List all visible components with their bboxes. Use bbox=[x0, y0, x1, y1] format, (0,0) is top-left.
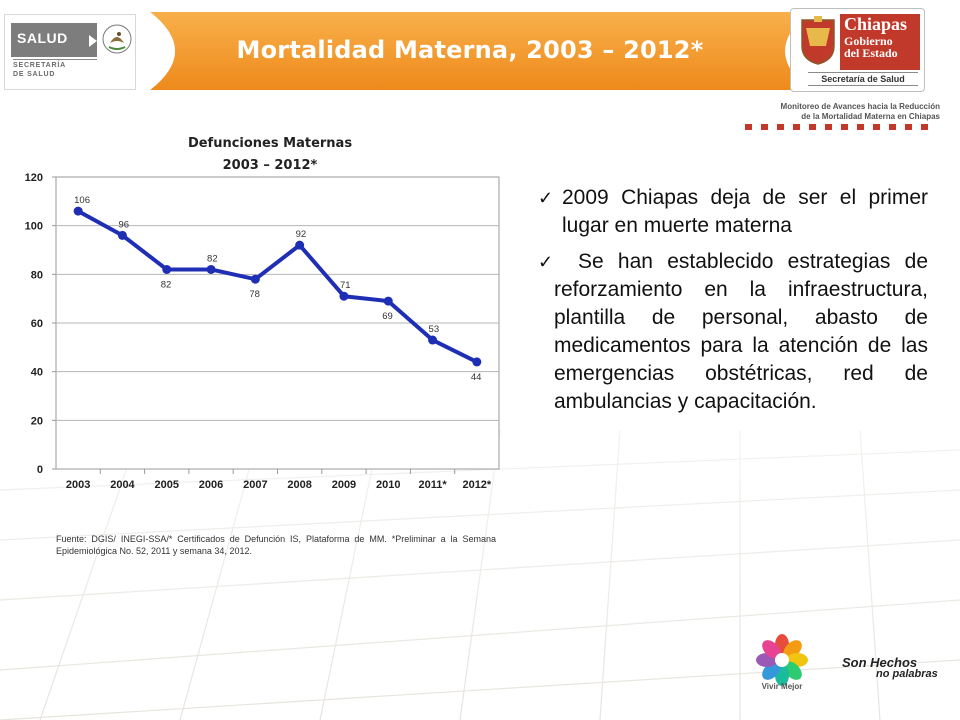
mexico-eagle-icon bbox=[102, 24, 132, 54]
data-label: 71 bbox=[340, 280, 351, 291]
salud-arrow-icon bbox=[89, 35, 97, 47]
check-icon: ✓ bbox=[538, 252, 554, 272]
data-point bbox=[250, 274, 260, 284]
chiapas-estado-line: del Estado bbox=[844, 46, 898, 60]
data-label: 106 bbox=[74, 195, 90, 206]
data-label: 92 bbox=[296, 229, 307, 240]
chart-title: Defunciones Maternas 2003 – 2012* bbox=[140, 133, 400, 177]
source-note: Fuente: DGIS/ INEGI-SSA/* Certificados d… bbox=[56, 534, 496, 556]
data-label: 44 bbox=[471, 372, 482, 383]
x-tick-label: 2006 bbox=[199, 479, 223, 491]
salud-logo-word: SALUD bbox=[17, 30, 68, 46]
x-tick-label: 2012* bbox=[462, 479, 491, 491]
bullet-item-1: ✓ 2009 Chiapas deja de ser el primer lug… bbox=[538, 184, 928, 240]
salud-logo: SALUD SECRETARÍA DE SALUD bbox=[4, 14, 136, 90]
data-point bbox=[162, 264, 172, 274]
data-label: 78 bbox=[249, 289, 260, 300]
bullet-text-2-content: Se han establecido estrategias de reforz… bbox=[554, 250, 928, 413]
y-tick-label: 120 bbox=[25, 172, 43, 184]
son-hechos-line1: Son Hechos bbox=[842, 655, 918, 670]
x-tick-label: 2003 bbox=[66, 479, 90, 491]
series-line bbox=[77, 209, 478, 364]
bullet-item-2: ✓ Se han establecido estrategias de refo… bbox=[538, 248, 928, 416]
son-hechos-logo: Son Hechos no palabras bbox=[842, 656, 952, 680]
monitoring-dashes bbox=[745, 124, 928, 130]
x-tick-label: 2010 bbox=[376, 479, 400, 491]
check-icon: ✓ bbox=[538, 188, 554, 208]
data-label: 69 bbox=[382, 311, 393, 322]
page-title: Mortalidad Materna, 2003 – 2012* bbox=[236, 36, 704, 64]
chiapas-logo-title-box bbox=[840, 14, 920, 70]
salud-logo-banner: SALUD bbox=[11, 23, 97, 57]
salud-subtitle-line1: SECRETARÍA bbox=[13, 62, 66, 69]
chiapas-gobierno-line: Gobierno bbox=[844, 34, 893, 48]
chiapas-logo-gobierno: Gobierno del Estado bbox=[844, 35, 898, 59]
key-points-list: ✓ 2009 Chiapas deja de ser el primer lug… bbox=[538, 184, 928, 416]
chart-title-line1: Defunciones Maternas bbox=[187, 136, 353, 151]
data-point bbox=[383, 296, 393, 306]
y-tick-label: 0 bbox=[37, 464, 43, 476]
chiapas-logo: Chiapas Gobierno del Estado Secretaría d… bbox=[790, 8, 925, 92]
salud-logo-divider bbox=[13, 59, 97, 60]
data-point bbox=[295, 240, 305, 250]
x-tick-label: 2008 bbox=[287, 479, 311, 491]
vivir-mejor-label: Vivir Mejor bbox=[761, 682, 803, 691]
monitoring-caption: Monitoreo de Avances hacia la Reducción … bbox=[740, 102, 940, 122]
x-tick-label: 2007 bbox=[243, 479, 267, 491]
data-point bbox=[339, 291, 349, 301]
x-tick-label: 2005 bbox=[155, 479, 179, 491]
data-point bbox=[73, 206, 83, 216]
y-tick-label: 80 bbox=[31, 269, 43, 281]
y-tick-label: 40 bbox=[31, 367, 43, 379]
maternal-deaths-line-chart: 0 20 40 60 80 100 120 2003 2004 2005 2006 2007 2008… bbox=[25, 172, 500, 491]
vivir-mejor-logo-icon bbox=[756, 634, 808, 686]
header: SALUD SECRETARÍA DE SALUD Mortalidad Mat… bbox=[0, 0, 960, 130]
data-label: 82 bbox=[161, 279, 172, 290]
chart-title-line2: 2003 – 2012* bbox=[222, 158, 318, 173]
y-tick-label: 100 bbox=[25, 221, 43, 233]
data-point bbox=[206, 264, 216, 274]
chiapas-secretaria-label: Secretaría de Salud bbox=[808, 72, 918, 86]
data-label: 96 bbox=[118, 219, 129, 230]
x-tick-label: 2004 bbox=[110, 479, 135, 491]
bullet-text-1: 2009 Chiapas deja de ser el primer lugar… bbox=[562, 186, 928, 237]
data-label: 53 bbox=[429, 324, 440, 335]
chiapas-logo-name: Chiapas bbox=[844, 14, 908, 34]
data-label: 82 bbox=[207, 253, 218, 264]
header-orange-band bbox=[140, 12, 810, 90]
son-hechos-line2: no palabras bbox=[876, 668, 938, 680]
salud-logo-subtitle: SECRETARÍA DE SALUD bbox=[13, 61, 66, 79]
y-tick-label: 60 bbox=[31, 318, 43, 330]
monitoring-caption-line1: Monitoreo de Avances hacia la Reducción bbox=[780, 102, 940, 111]
data-point bbox=[472, 357, 482, 367]
monitoring-caption-line2: de la Mortalidad Materna en Chiapas bbox=[801, 112, 940, 121]
chiapas-shield-icon bbox=[801, 16, 835, 65]
data-point bbox=[428, 335, 438, 345]
x-tick-label: 2009 bbox=[332, 479, 356, 491]
x-tick-label: 2011* bbox=[418, 479, 447, 491]
y-tick-label: 20 bbox=[31, 415, 43, 427]
data-point bbox=[117, 230, 127, 240]
bullet-text-2: Se han establecido estrategias de reforz… bbox=[554, 248, 928, 416]
salud-subtitle-line2: DE SALUD bbox=[13, 71, 56, 78]
